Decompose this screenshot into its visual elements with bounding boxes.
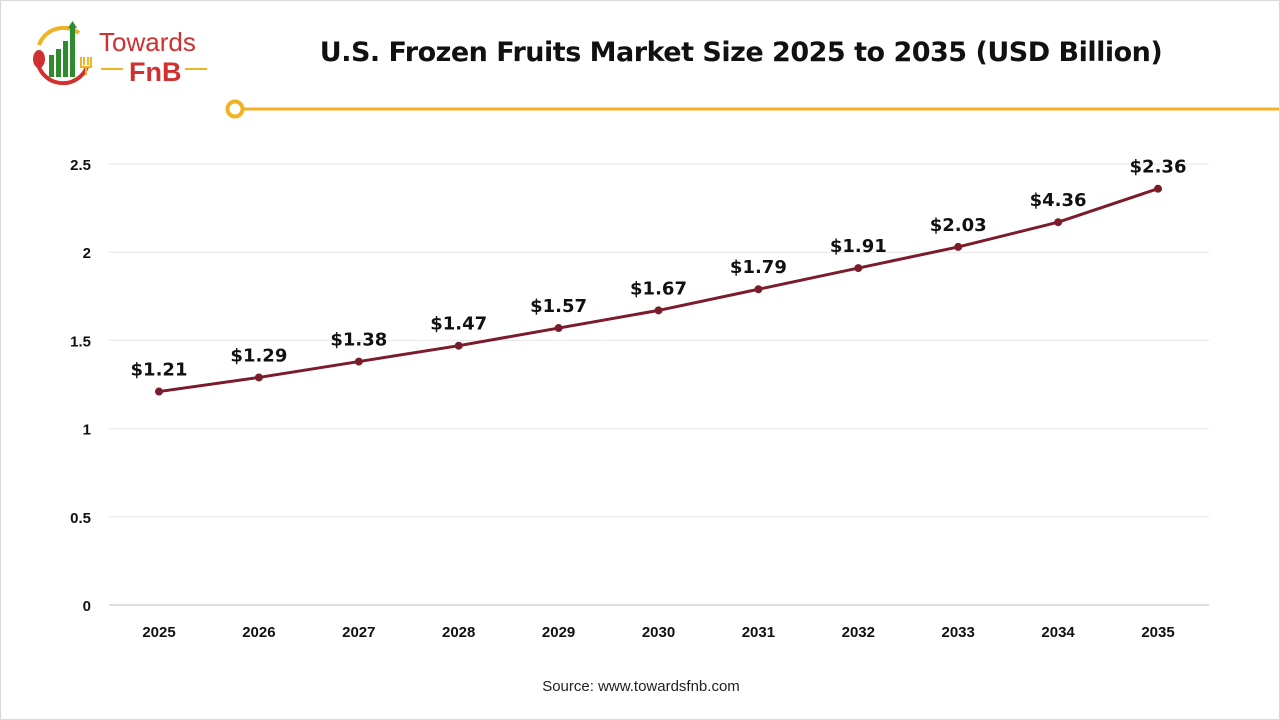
x-tick-label: 2032 (842, 624, 875, 641)
source-note: Source: www.towardsfnb.com (542, 678, 740, 695)
data-label: $1.57 (530, 296, 587, 317)
y-tick-label: 2 (83, 245, 91, 262)
title-underline-decoration (225, 99, 1279, 119)
towards-fnb-logo: Towards FnB (33, 21, 207, 87)
y-tick-label: 1.5 (70, 333, 91, 350)
data-label: $4.36 (1030, 190, 1087, 211)
data-point (954, 242, 963, 251)
data-point (1154, 184, 1162, 193)
data-point (854, 264, 863, 273)
data-point (454, 341, 463, 350)
x-tick-label: 2027 (342, 624, 375, 641)
data-label: $1.47 (430, 314, 487, 335)
y-tick-label: 1 (83, 422, 91, 439)
data-label: $1.29 (230, 345, 287, 366)
data-point (754, 285, 763, 294)
data-label: $2.36 (1130, 157, 1187, 178)
data-label: $1.38 (330, 330, 387, 351)
x-tick-label: 2026 (242, 624, 275, 641)
data-label: $1.91 (830, 236, 887, 257)
data-point (254, 373, 263, 382)
y-tick-label: 0 (83, 598, 91, 615)
data-point (354, 357, 363, 366)
y-tick-label: 0.5 (70, 510, 91, 527)
data-point (554, 324, 563, 333)
data-point (155, 387, 163, 396)
logo-text-towards: Towards (99, 27, 196, 57)
x-tick-label: 2034 (1041, 624, 1075, 641)
x-tick-label: 2029 (542, 624, 575, 641)
x-tick-label: 2035 (1141, 624, 1174, 641)
data-label: $1.79 (730, 257, 787, 278)
data-label: $1.67 (630, 278, 687, 299)
x-tick-label: 2031 (742, 624, 775, 641)
data-point (654, 306, 663, 315)
x-tick-label: 2033 (942, 624, 975, 641)
logo-text-fnb: FnB (129, 57, 181, 87)
x-tick-label: 2028 (442, 624, 475, 641)
data-label: $2.03 (930, 215, 987, 236)
x-tick-label: 2025 (142, 624, 175, 641)
y-tick-label: 2.5 (70, 157, 91, 174)
data-point (1054, 218, 1063, 227)
x-tick-label: 2030 (642, 624, 675, 641)
chart-title: U.S. Frozen Fruits Market Size 2025 to 2… (319, 37, 1163, 68)
data-label: $1.21 (131, 360, 188, 381)
